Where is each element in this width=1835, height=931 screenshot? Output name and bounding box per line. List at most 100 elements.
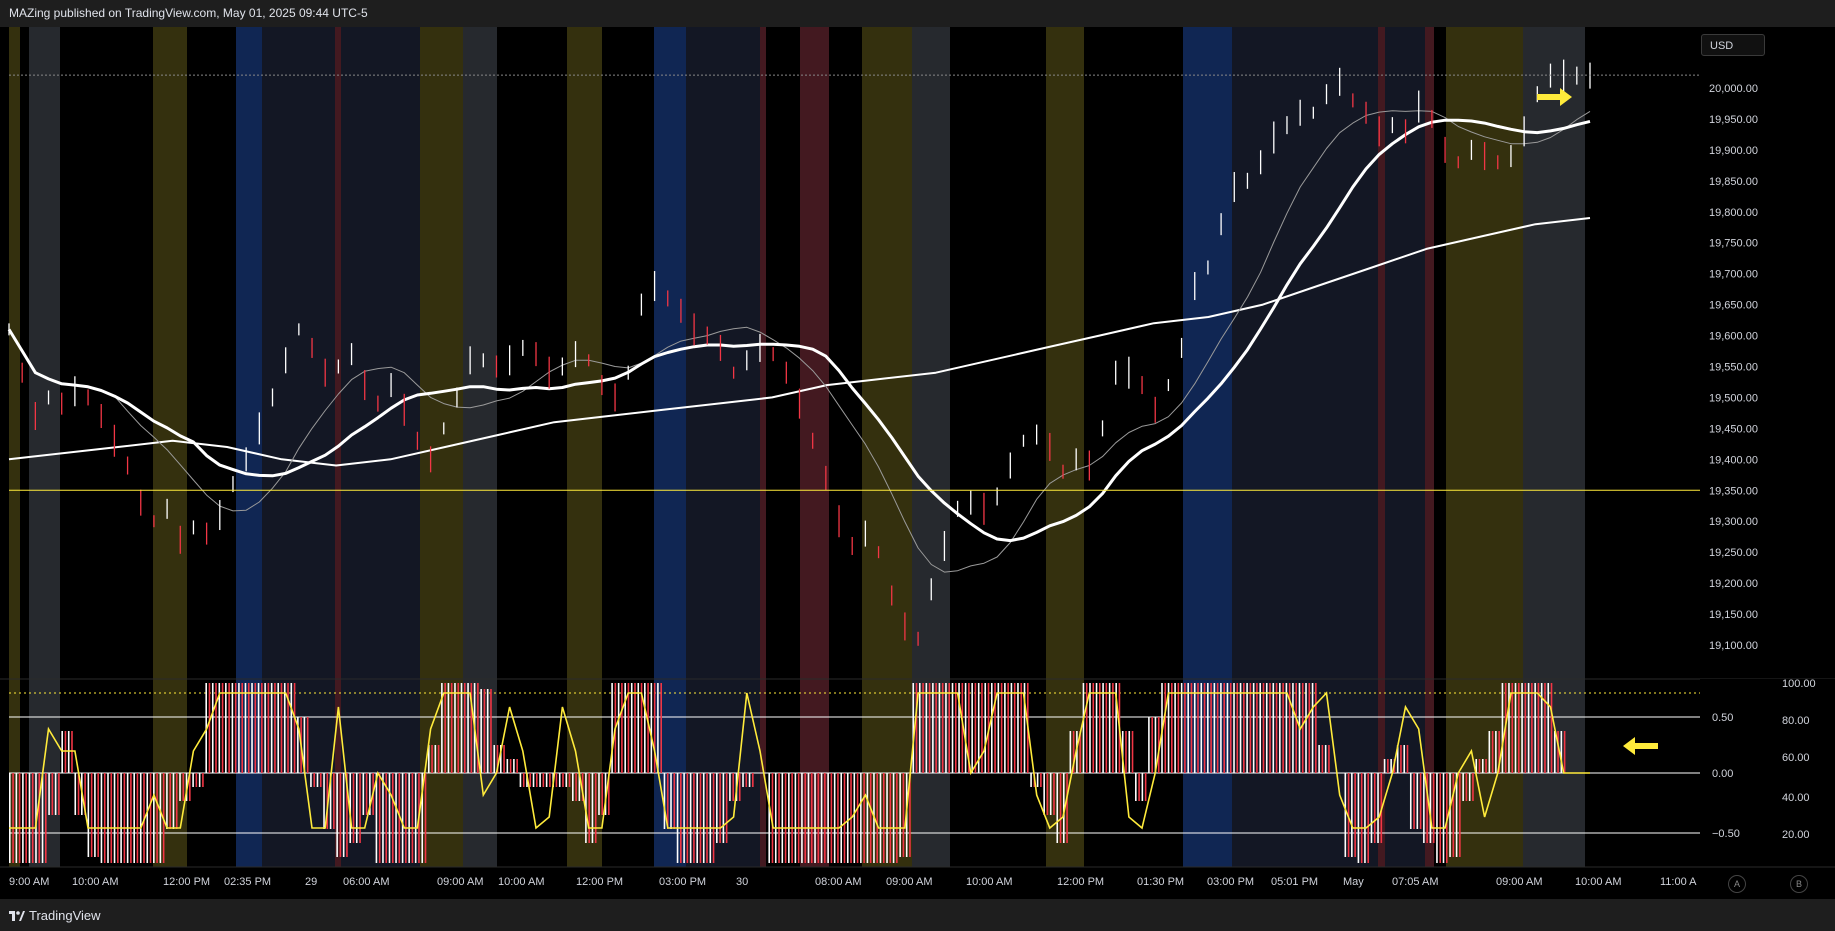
osc-bar	[97, 773, 99, 857]
osc-bar	[598, 773, 600, 815]
osc-bar	[1138, 773, 1140, 801]
osc-bar	[391, 773, 394, 863]
osc-bar	[277, 683, 280, 773]
time-tick-label: 10:00 AM	[1575, 876, 1621, 888]
osc-bar	[1089, 683, 1091, 773]
osc-bar	[31, 773, 34, 863]
osc-bar	[1144, 773, 1147, 801]
osc-scale-label: 40.00	[1782, 792, 1810, 804]
osc-bar	[359, 773, 361, 843]
osc-bar	[395, 773, 397, 863]
osc-bar	[1135, 773, 1137, 801]
osc-bar	[837, 773, 839, 863]
osc-bar	[1000, 683, 1003, 773]
osc-bar	[918, 683, 921, 773]
osc-bar	[244, 683, 247, 773]
osc-bar	[1409, 773, 1412, 829]
osc-bar	[1200, 683, 1203, 773]
osc-bar	[1148, 717, 1150, 773]
osc-bar	[369, 773, 371, 815]
osc-bar	[860, 773, 862, 863]
currency-selector[interactable]: USD	[1701, 34, 1765, 56]
osc-bar	[1171, 683, 1173, 773]
price-tick-label: 19,100.00	[1709, 640, 1758, 652]
osc-bar	[562, 773, 564, 787]
osc-bar	[909, 773, 911, 857]
b-button[interactable]: B	[1790, 875, 1808, 893]
osc-bar	[670, 773, 672, 829]
osc-bar	[1462, 773, 1464, 801]
osc-bar	[1053, 773, 1055, 815]
osc-bar	[454, 683, 456, 773]
osc-bar	[486, 689, 489, 773]
osc-bar	[1449, 773, 1451, 857]
osc-bar	[1256, 683, 1258, 773]
osc-bar	[1540, 683, 1543, 773]
osc-bar	[974, 683, 977, 773]
tradingview-logo[interactable]: TradingView	[9, 908, 101, 923]
osc-bar	[477, 683, 479, 773]
osc-bar	[1465, 773, 1468, 801]
osc-bar	[640, 683, 643, 773]
osc-bar	[1272, 683, 1275, 773]
osc-bar	[1315, 683, 1317, 773]
osc-bar	[421, 773, 424, 863]
osc-bar	[1514, 683, 1517, 773]
osc-bar	[1259, 683, 1261, 773]
osc-bar	[1318, 745, 1320, 773]
osc-bar	[94, 773, 96, 857]
oscillator-pane: 0.50 0.00 −0.50 100.00 80.00 60.00 40.00 20.00	[0, 678, 1835, 867]
osc-bar	[175, 773, 178, 829]
osc-bar	[306, 717, 309, 773]
osc-bar	[1063, 773, 1065, 843]
osc-bar	[637, 683, 640, 773]
osc-bar	[9, 773, 11, 863]
osc-bar	[984, 683, 987, 773]
osc-bar	[1370, 773, 1373, 843]
osc-bar	[951, 683, 954, 773]
price-series	[8, 59, 1591, 646]
osc-bar	[591, 773, 594, 843]
price-tick-label: 19,750.00	[1709, 238, 1758, 250]
osc-bar	[1180, 683, 1183, 773]
osc-bar	[1406, 745, 1409, 773]
osc-bar	[1125, 731, 1127, 773]
osc-bar	[136, 773, 139, 863]
arrow-left-icon	[1623, 737, 1658, 755]
auto-scale-button[interactable]: A	[1728, 875, 1746, 893]
price-tick-label: 19,350.00	[1709, 485, 1758, 497]
osc-bar	[15, 773, 18, 863]
osc-bar	[545, 773, 548, 787]
osc-bar	[1275, 683, 1278, 773]
osc-bar	[218, 683, 221, 773]
osc-bar	[110, 773, 113, 863]
osc-bar	[1485, 759, 1487, 773]
osc-bar	[1459, 773, 1461, 857]
osc-bar	[748, 773, 751, 787]
osc-bar	[355, 773, 358, 843]
osc-bar	[1193, 683, 1196, 773]
session-band	[1385, 27, 1425, 867]
osc-bar	[696, 773, 698, 863]
osc-bar	[437, 745, 440, 773]
osc-bar	[1066, 773, 1068, 843]
osc-bar	[1354, 773, 1356, 857]
osc-bar	[801, 773, 803, 863]
osc-bar	[617, 683, 620, 773]
osc-bar	[1295, 683, 1298, 773]
osc-bar	[316, 773, 319, 787]
osc-bar	[1436, 773, 1438, 863]
session-band	[29, 27, 60, 867]
osc-bar	[928, 683, 931, 773]
osc-bar	[18, 773, 21, 863]
osc-bar	[1036, 773, 1039, 787]
osc-bar	[1151, 717, 1153, 773]
osc-bar	[313, 773, 316, 787]
osc-bar	[1481, 759, 1484, 773]
osc-bar	[1475, 759, 1478, 773]
time-tick-label: May	[1343, 876, 1364, 888]
osc-bar	[1439, 773, 1442, 863]
session-band	[1425, 27, 1434, 867]
osc-bar	[1390, 759, 1392, 773]
